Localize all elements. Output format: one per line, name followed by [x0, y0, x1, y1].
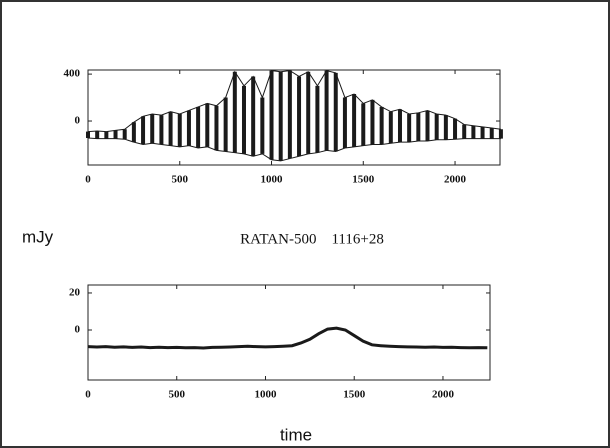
x-tick-label: 500 [168, 389, 185, 401]
data-line [87, 326, 488, 350]
chart-title: RATAN-500 1116+28 [240, 231, 384, 247]
x-tick-label: 2000 [444, 174, 467, 186]
x-tick-label: 1500 [352, 174, 375, 186]
x-tick-label: 1000 [254, 389, 277, 401]
y-axis-label: mJy [22, 227, 54, 246]
data-line [87, 70, 501, 133]
x-tick-label: 1500 [343, 389, 366, 401]
y-tick-label: 0 [75, 324, 81, 336]
y-tick-label: 0 [75, 115, 81, 127]
y-tick-label: 20 [69, 286, 81, 298]
x-tick-label: 1000 [261, 174, 284, 186]
data-line [87, 137, 501, 162]
plot-frame [87, 284, 491, 381]
x-tick-label: 0 [85, 389, 91, 401]
x-tick-label: 500 [172, 174, 189, 186]
plot-frame [87, 69, 501, 166]
x-tick-label: 0 [85, 174, 91, 186]
x-tick-label: 2000 [432, 389, 455, 401]
x-axis-label: time [280, 425, 312, 444]
y-tick-label: 400 [64, 68, 81, 80]
